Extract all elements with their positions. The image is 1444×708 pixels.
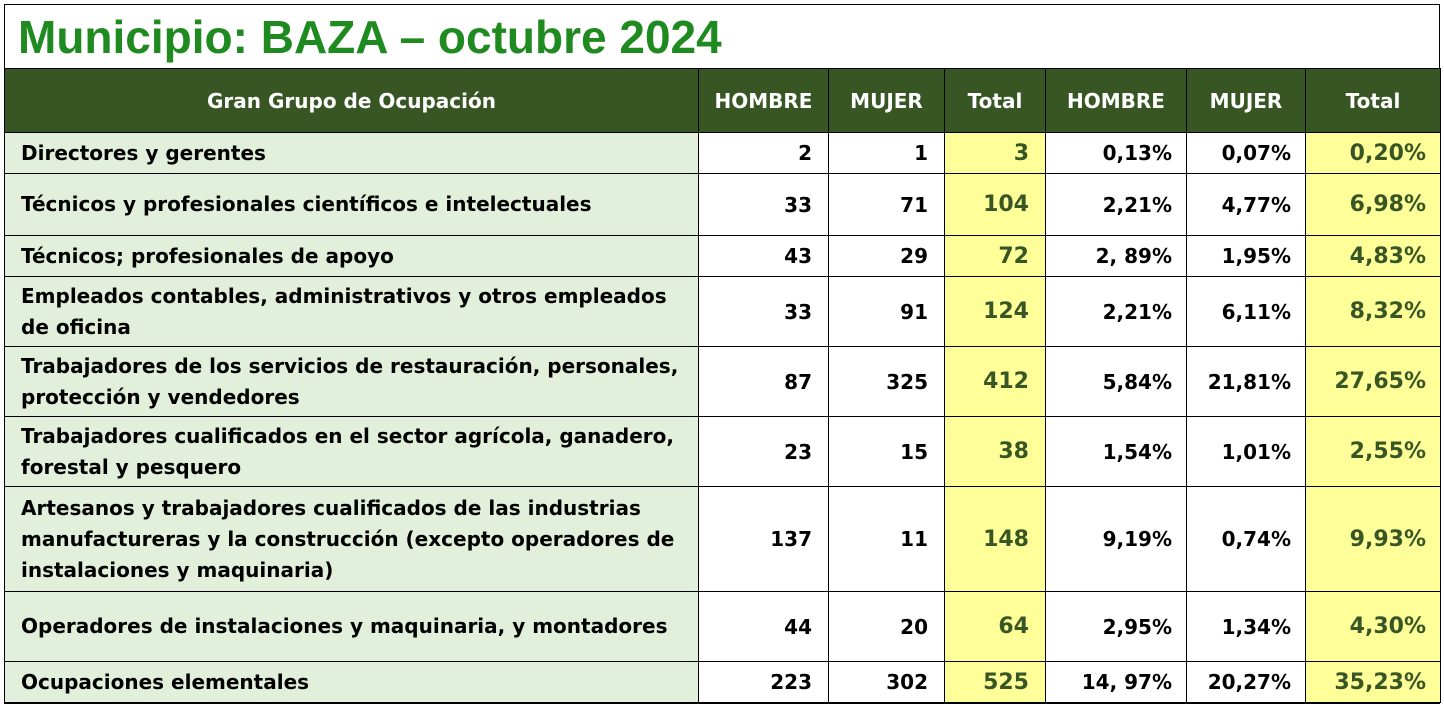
cell-hombre-pct: 2,21% — [1045, 276, 1187, 347]
cell-mujer-pct: 21,81% — [1186, 346, 1306, 417]
table-row: Artesanos y trabajadores cualificados de… — [4, 486, 1441, 592]
header-hombre: HOMBRE — [698, 68, 829, 133]
cell-total-pct: 35,23% — [1305, 661, 1441, 703]
cell-mujer: 11 — [828, 486, 945, 592]
table-row: Empleados contables, administrativos y o… — [4, 276, 1441, 347]
cell-total: 64 — [944, 591, 1046, 662]
table-row: Técnicos; profesionales de apoyo 43 29 72 2,… — [4, 235, 1441, 277]
cell-mujer: 91 — [828, 276, 945, 347]
cell-total-pct: 8,32% — [1305, 276, 1441, 347]
cell-hombre-pct: 2,95% — [1045, 591, 1187, 662]
cell-hombre: 44 — [698, 591, 829, 662]
header-mujer-pct: MUJER — [1186, 68, 1306, 133]
cell-group: Operadores de instalaciones y maquinaria… — [4, 591, 699, 662]
table-row: Directores y gerentes 2 1 3 0,13% 0,07% 0,20% — [4, 132, 1441, 174]
cell-total: 124 — [944, 276, 1046, 347]
cell-group: Técnicos; profesionales de apoyo — [4, 235, 699, 277]
cell-hombre-pct: 14, 97% — [1045, 661, 1187, 703]
cell-total: 72 — [944, 235, 1046, 277]
cell-mujer: 1 — [828, 132, 945, 174]
cell-total: 3 — [944, 132, 1046, 174]
cell-hombre-pct: 2, 89% — [1045, 235, 1187, 277]
cell-total-pct: 0,20% — [1305, 132, 1441, 174]
header-group: Gran Grupo de Ocupación — [4, 68, 699, 133]
cell-mujer: 29 — [828, 235, 945, 277]
occupation-table: Gran Grupo de Ocupación HOMBRE MUJER Tot… — [4, 68, 1441, 703]
cell-group: Trabajadores cualificados en el sector a… — [4, 416, 699, 487]
cell-total: 148 — [944, 486, 1046, 592]
cell-hombre-pct: 5,84% — [1045, 346, 1187, 417]
cell-group: Directores y gerentes — [4, 132, 699, 174]
cell-hombre: 43 — [698, 235, 829, 277]
cell-mujer-pct: 1,34% — [1186, 591, 1306, 662]
cell-mujer-pct: 1,01% — [1186, 416, 1306, 487]
cell-mujer-pct: 20,27% — [1186, 661, 1306, 703]
cell-total: 412 — [944, 346, 1046, 417]
cell-group: Técnicos y profesionales científicos e i… — [4, 173, 699, 236]
cell-mujer-pct: 0,07% — [1186, 132, 1306, 174]
cell-group: Artesanos y trabajadores cualificados de… — [4, 486, 699, 592]
cell-group: Ocupaciones elementales — [4, 661, 699, 703]
table-row: Técnicos y profesionales científicos e i… — [4, 173, 1441, 236]
cell-hombre: 23 — [698, 416, 829, 487]
header-total-pct: Total — [1305, 68, 1441, 133]
cell-total-pct: 4,83% — [1305, 235, 1441, 277]
cell-hombre: 33 — [698, 173, 829, 236]
cell-hombre: 33 — [698, 276, 829, 347]
cell-hombre-pct: 9,19% — [1045, 486, 1187, 592]
cell-group: Empleados contables, administrativos y o… — [4, 276, 699, 347]
page-title: Municipio: BAZA – octubre 2024 — [18, 11, 722, 63]
table-row: Ocupaciones elementales 223 302 525 14, 97% 2… — [4, 661, 1441, 703]
cell-total: 38 — [944, 416, 1046, 487]
cell-mujer-pct: 1,95% — [1186, 235, 1306, 277]
header-hombre-pct: HOMBRE — [1045, 68, 1187, 133]
cell-mujer-pct: 0,74% — [1186, 486, 1306, 592]
cell-hombre-pct: 2,21% — [1045, 173, 1187, 236]
table-row: Operadores de instalaciones y maquinaria… — [4, 591, 1441, 662]
cell-hombre: 137 — [698, 486, 829, 592]
cell-hombre-pct: 0,13% — [1045, 132, 1187, 174]
cell-hombre: 87 — [698, 346, 829, 417]
cell-mujer-pct: 4,77% — [1186, 173, 1306, 236]
cell-total: 525 — [944, 661, 1046, 703]
table-row: Trabajadores de los servicios de restaur… — [4, 346, 1441, 417]
cell-mujer: 71 — [828, 173, 945, 236]
cell-mujer-pct: 6,11% — [1186, 276, 1306, 347]
cell-mujer: 325 — [828, 346, 945, 417]
cell-hombre-pct: 1,54% — [1045, 416, 1187, 487]
header-row: Gran Grupo de Ocupación HOMBRE MUJER Tot… — [4, 68, 1441, 133]
cell-mujer: 20 — [828, 591, 945, 662]
cell-total-pct: 4,30% — [1305, 591, 1441, 662]
cell-total-pct: 6,98% — [1305, 173, 1441, 236]
cell-total-pct: 2,55% — [1305, 416, 1441, 487]
cell-total: 104 — [944, 173, 1046, 236]
table-row: Trabajadores cualificados en el sector a… — [4, 416, 1441, 487]
cell-hombre: 223 — [698, 661, 829, 703]
cell-mujer: 15 — [828, 416, 945, 487]
cell-total-pct: 27,65% — [1305, 346, 1441, 417]
cell-total-pct: 9,93% — [1305, 486, 1441, 592]
cell-mujer: 302 — [828, 661, 945, 703]
cell-group: Trabajadores de los servicios de restaur… — [4, 346, 699, 417]
header-mujer: MUJER — [828, 68, 945, 133]
header-total: Total — [944, 68, 1046, 133]
cell-hombre: 2 — [698, 132, 829, 174]
